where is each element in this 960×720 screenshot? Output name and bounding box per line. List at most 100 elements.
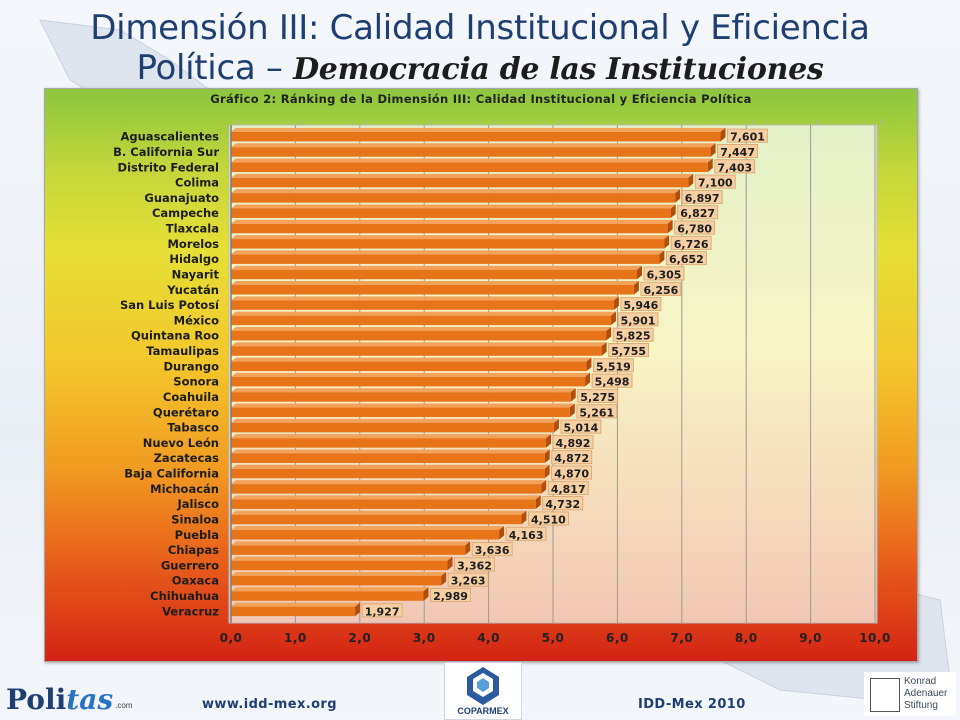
data-label-box	[471, 542, 513, 557]
bar-side-face	[535, 495, 541, 509]
title-prefix: Política –	[136, 48, 294, 88]
bar-top-face	[231, 571, 447, 576]
bar-top-face	[231, 326, 612, 331]
bar-top-face	[231, 189, 681, 194]
bar	[231, 208, 671, 218]
data-label: 7,100	[698, 177, 733, 190]
bar-side-face	[601, 342, 607, 356]
data-label-box	[665, 251, 707, 266]
kas-line-2: Adenauer	[904, 688, 948, 699]
category-label: B. California Sur	[113, 145, 219, 159]
bar-top-face	[231, 434, 552, 439]
bar-side-face	[465, 541, 471, 555]
data-label-box	[677, 205, 719, 220]
bar	[231, 468, 545, 479]
category-label: Nuevo León	[143, 436, 219, 450]
bar	[231, 606, 356, 617]
bar-top-face	[231, 173, 694, 178]
category-label: Tabasco	[167, 421, 219, 435]
category-label: Querétaro	[153, 405, 219, 419]
bar-top-face	[231, 556, 453, 561]
bar-top-face	[231, 602, 361, 607]
category-label: Chihuahua	[150, 589, 219, 603]
data-label-box	[551, 450, 593, 465]
data-label: 5,825	[616, 330, 651, 343]
bar	[231, 484, 542, 494]
data-label-box	[727, 128, 768, 143]
bar-side-face	[688, 173, 694, 188]
data-label-box	[694, 174, 736, 189]
bar-side-face	[441, 571, 447, 586]
data-label-box	[617, 312, 659, 327]
bar-top-face	[231, 526, 505, 531]
bar	[231, 330, 607, 341]
bar-side-face	[570, 388, 576, 402]
data-label: 4,892	[556, 437, 591, 450]
data-label-box	[608, 343, 650, 358]
footer-url[interactable]: www.idd-mex.org	[202, 697, 337, 712]
politas-logo: Poli tas .com	[6, 676, 132, 716]
data-label: 6,827	[680, 207, 715, 220]
bar-side-face	[707, 158, 713, 173]
data-label-box	[640, 281, 682, 296]
bar	[231, 239, 665, 249]
bar	[231, 376, 586, 387]
bar-top-face	[231, 311, 617, 316]
data-label: 4,817	[551, 483, 586, 496]
bar-top-face	[231, 403, 575, 408]
x-tick-label: 9,0	[799, 631, 822, 645]
bar	[231, 346, 602, 356]
data-label: 5,275	[580, 391, 615, 404]
data-label-box	[505, 526, 547, 541]
data-label-box	[576, 404, 618, 419]
data-label-box	[361, 603, 403, 618]
bar	[231, 438, 547, 448]
bar	[231, 530, 500, 540]
category-label: Michoacán	[150, 482, 219, 496]
data-label: 3,636	[475, 544, 510, 557]
data-label: 4,510	[531, 513, 566, 526]
bar-side-face	[633, 281, 639, 295]
coparmex-logo-text: COPARMEX	[457, 706, 509, 716]
footer-year: IDD-Mex 2010	[638, 697, 746, 712]
data-label-box	[577, 388, 619, 403]
kas-emblem-icon	[870, 678, 900, 712]
bar	[231, 147, 711, 157]
bar-top-face	[231, 143, 716, 148]
bar	[231, 499, 536, 509]
data-label-box	[674, 220, 716, 235]
x-tick-label: 10,0	[859, 631, 891, 645]
bar-side-face	[521, 510, 527, 525]
category-label: Sonora	[173, 375, 219, 389]
bar	[231, 560, 448, 571]
category-label: Morelos	[167, 237, 219, 251]
category-label: Yucatán	[166, 283, 219, 297]
bar	[231, 162, 708, 173]
category-label: Oaxaca	[172, 574, 219, 588]
data-label-box	[430, 588, 471, 603]
bar-side-face	[541, 480, 547, 494]
politas-logo-main: Poli	[6, 683, 67, 716]
title-script: Democracia de las Instituciones	[293, 52, 824, 87]
bar	[231, 223, 668, 234]
data-label: 6,305	[647, 268, 682, 281]
category-label: Distrito Federal	[118, 160, 219, 174]
bar-top-face	[231, 158, 713, 163]
chart-title: Gráfico 2: Ránking de la Dimensión III: …	[210, 92, 752, 106]
category-label: Coahuila	[163, 390, 219, 404]
data-label: 5,519	[596, 360, 631, 373]
bar	[231, 514, 522, 525]
category-label: Durango	[164, 359, 220, 373]
ranking-bar-chart: 0,0 1,0 2,0 3,0 4,0 5,0 6,0 7,0 8,0 9,0 10,0 Aguasc…	[113, 119, 891, 645]
bar-side-face	[499, 526, 505, 540]
bar-side-face	[664, 235, 670, 249]
data-label-box	[591, 373, 633, 388]
bar-top-face	[231, 464, 550, 469]
category-label: Nayarit	[172, 267, 220, 281]
bar-top-face	[231, 296, 619, 301]
bar-top-face	[231, 510, 527, 515]
title-line-2: Política – Democracia de las Institucion…	[0, 48, 960, 90]
bar-top-face	[231, 388, 576, 393]
data-label-box	[670, 235, 712, 250]
data-label: 2,989	[433, 590, 468, 603]
